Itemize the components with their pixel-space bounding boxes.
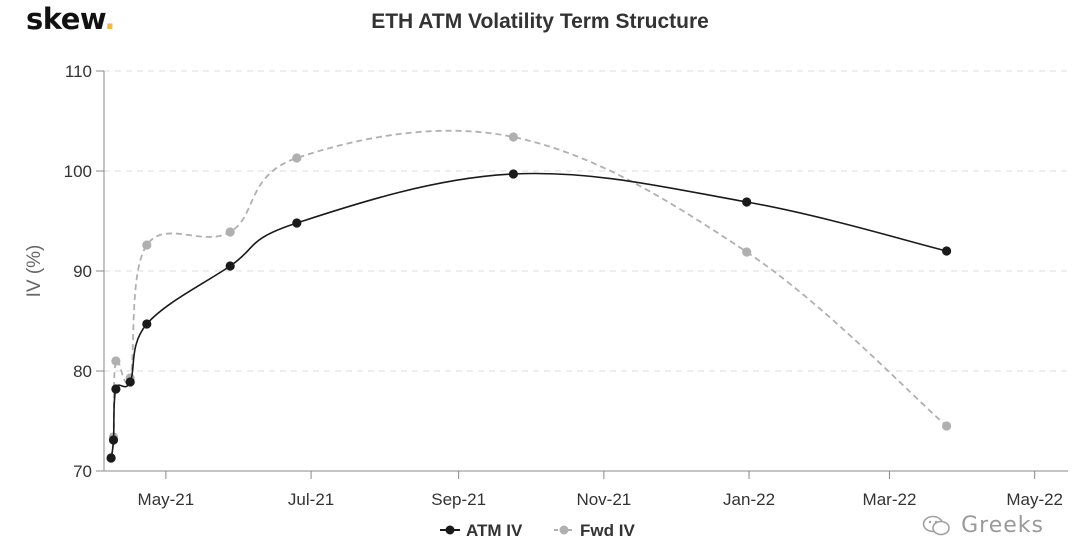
grid-lines	[104, 70, 1068, 372]
y-tick-label: 100	[64, 162, 92, 181]
data-point-atm-iv	[142, 319, 152, 329]
legend-swatch-fwd-iv	[559, 525, 569, 535]
data-point-atm-iv	[108, 435, 119, 445]
data-point-atm-iv	[942, 246, 952, 256]
data-point-fwd-iv	[942, 421, 952, 431]
data-point-fwd-iv	[292, 153, 302, 163]
legend: ATM IV Fwd IV	[440, 521, 635, 540]
y-tick-label: 110	[65, 62, 92, 81]
data-point-fwd-iv	[142, 240, 152, 250]
logo-text: skew	[26, 2, 105, 36]
y-tick-label: 70	[73, 462, 92, 481]
data-point-atm-iv	[125, 377, 135, 387]
series-line-atm-iv	[110, 172, 947, 459]
data-point-fwd-iv	[508, 132, 518, 142]
skew-logo: skew.	[26, 2, 115, 36]
legend-label-atm-iv: ATM IV	[466, 521, 523, 540]
data-point-atm-iv	[111, 384, 121, 394]
x-tick-label: Jul-21	[288, 490, 334, 509]
legend-label-fwd-iv: Fwd IV	[580, 521, 635, 540]
data-point-atm-iv	[106, 453, 116, 463]
legend-swatch-atm-iv	[445, 525, 455, 535]
watermark-text: Greeks	[961, 513, 1044, 538]
data-point-atm-iv	[225, 261, 235, 271]
data-point-atm-iv	[292, 218, 302, 228]
x-tick-label: May-22	[1006, 490, 1063, 509]
data-point-fwd-iv	[742, 247, 752, 257]
y-axis-label: IV (%)	[24, 245, 45, 298]
y-tick-label: 80	[73, 362, 92, 381]
axes: 70 80 90 100 110 May-21 Jul-21 Sep-21 Nov-21 Jan-…	[64, 62, 1068, 509]
y-tick-label: 90	[73, 262, 92, 281]
series-line-fwd-iv	[110, 129, 948, 459]
data-point-atm-iv	[508, 169, 518, 179]
x-tick-label: May-21	[138, 490, 195, 509]
series-layer	[106, 129, 952, 463]
logo-dot: .	[104, 2, 115, 36]
x-tick-label: Nov-21	[576, 490, 631, 509]
data-point-fwd-iv	[111, 356, 121, 366]
x-tick-label: Mar-22	[863, 490, 917, 509]
data-point-fwd-iv	[225, 227, 235, 237]
x-tick-label: Sep-21	[431, 490, 486, 509]
x-tick-label: Jan-22	[723, 490, 775, 509]
wechat-icon	[922, 515, 950, 536]
chart-title: ETH ATM Volatility Term Structure	[371, 10, 709, 33]
data-point-atm-iv	[742, 197, 752, 207]
